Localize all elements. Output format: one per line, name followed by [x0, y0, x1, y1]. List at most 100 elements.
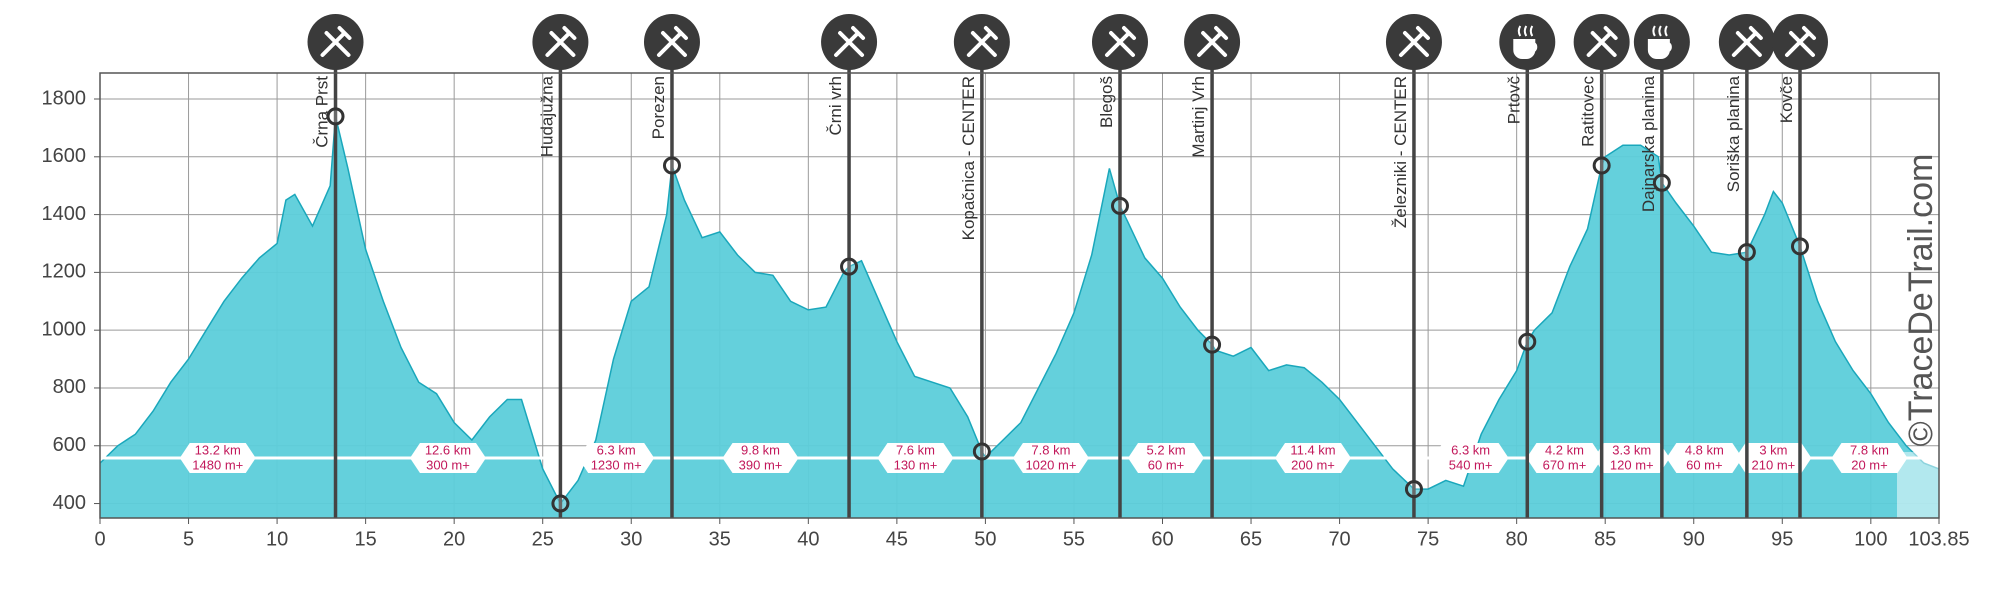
- waypoint-name: Črna Prst: [313, 76, 332, 148]
- segment-distance: 11.4 km: [1290, 442, 1335, 457]
- segment-distance: 7.8 km: [1850, 442, 1889, 457]
- x-tick-label: 20: [443, 528, 465, 550]
- waypoint-marker: [326, 107, 345, 126]
- segment-distance: 9.8 km: [741, 442, 780, 457]
- waypoint-name: Martinj Vrh: [1189, 76, 1208, 158]
- segment-distance: 4.8 km: [1685, 442, 1724, 457]
- waypoint-name: Dajnarska planina: [1639, 75, 1658, 212]
- segment-distance: 3 km: [1759, 442, 1787, 457]
- x-tick-label: 25: [532, 528, 554, 550]
- waypoint-marker: [1203, 335, 1222, 354]
- x-tick-label: 95: [1771, 528, 1793, 550]
- segment-climb: 130 m+: [894, 457, 938, 472]
- waypoint-name: Hudajužna: [537, 75, 556, 157]
- x-tick-label: 50: [974, 528, 996, 550]
- segment-label-box: [1128, 443, 1205, 473]
- waypoint-name: Kopačnica - CENTER: [959, 76, 978, 240]
- segment-climb: 200 m+: [1291, 457, 1335, 472]
- y-tick-label: 1800: [42, 87, 87, 109]
- food-glyph: [1784, 26, 1816, 57]
- y-tick-label: 1000: [42, 318, 87, 340]
- waypoint-name: Blegoš: [1097, 76, 1116, 128]
- x-tick-label: 30: [620, 528, 642, 550]
- segment-distance: 13.2 km: [195, 442, 241, 457]
- segment-climb: 120 m+: [1610, 457, 1654, 472]
- segment-label-box: [179, 443, 256, 473]
- food-glyph: [545, 26, 577, 57]
- x-tick-label: 15: [354, 528, 376, 550]
- segment-distance: 3.3 km: [1612, 442, 1651, 457]
- segment-distance: 6.3 km: [597, 442, 636, 457]
- x-tick-label: 60: [1151, 528, 1173, 550]
- segment-label-box: [578, 443, 655, 473]
- segment-climb: 390 m+: [739, 457, 783, 472]
- waypoint-name: Ratitovec: [1579, 76, 1598, 147]
- waypoint-name: Črni vrh: [826, 76, 845, 136]
- x-tick-label: 0: [94, 528, 105, 550]
- y-tick-label: 1200: [42, 261, 87, 283]
- segment-distance: 7.6 km: [896, 442, 935, 457]
- segment-climb: 1230 m+: [591, 457, 642, 472]
- y-tick-label: 1600: [42, 145, 87, 167]
- segment-label-box: [1275, 443, 1352, 473]
- segment-climb: 210 m+: [1752, 457, 1796, 472]
- waypoint-marker: [662, 156, 681, 175]
- food-glyph: [1731, 26, 1763, 57]
- food-glyph: [1197, 26, 1229, 57]
- waypoint-marker: [1110, 196, 1129, 215]
- waypoint-marker: [1592, 156, 1611, 175]
- segment-climb: 60 m+: [1686, 457, 1723, 472]
- segment-distance: 5.2 km: [1147, 442, 1186, 457]
- segment-label-box: [1831, 443, 1908, 473]
- food-glyph: [1586, 26, 1618, 57]
- y-tick-label: 800: [53, 376, 86, 398]
- x-tick-label: 10: [266, 528, 288, 550]
- segment-distance: 6.3 km: [1451, 442, 1490, 457]
- segment-climb: 540 m+: [1449, 457, 1493, 472]
- food-glyph: [320, 26, 352, 57]
- waypoint-marker: [1404, 480, 1423, 499]
- coffee-glyph: [1513, 39, 1538, 59]
- segment-distance: 4.2 km: [1545, 442, 1584, 457]
- segment-climb: 300 m+: [426, 457, 470, 472]
- x-tick-label: 55: [1063, 528, 1085, 550]
- segment-label-box: [1735, 443, 1812, 473]
- waypoint-name: Soriška planina: [1724, 75, 1743, 192]
- waypoint-marker: [1737, 243, 1756, 262]
- waypoint-name: Kovče: [1777, 76, 1796, 123]
- steam-glyph: [1517, 25, 1534, 37]
- steam-glyph: [1652, 25, 1668, 37]
- y-tick-label: 600: [53, 434, 86, 456]
- watermark: ©TraceDeTrail.com: [1902, 154, 1940, 447]
- food-glyph: [1398, 26, 1430, 57]
- waypoint-name: Porezen: [649, 76, 668, 139]
- elevation-line: [99, 116, 1940, 506]
- x-tick-label: 103.85: [1908, 528, 1969, 550]
- food-glyph: [1104, 26, 1136, 57]
- segment-label-box: [409, 443, 486, 473]
- elevation-area: [100, 116, 1939, 519]
- food-glyph: [834, 26, 866, 57]
- waypoint-marker: [551, 494, 570, 513]
- x-tick-label: 75: [1417, 528, 1439, 550]
- plot-frame: [99, 72, 1940, 519]
- y-tick-label: 400: [53, 492, 86, 514]
- x-tick-label: 40: [797, 528, 819, 550]
- coffee-glyph: [1647, 39, 1672, 59]
- x-tick-label: 45: [886, 528, 908, 550]
- waypoint-marker: [840, 257, 859, 276]
- x-tick-label: 85: [1594, 528, 1616, 550]
- waypoint-marker: [1652, 173, 1671, 192]
- waypoint-marker: [1518, 332, 1537, 351]
- segment-distance: 7.8 km: [1031, 442, 1070, 457]
- x-tick-label: 5: [183, 528, 194, 550]
- segment-label-box: [722, 443, 799, 473]
- x-tick-label: 65: [1240, 528, 1262, 550]
- x-tick-label: 100: [1854, 528, 1887, 550]
- waypoint-marker: [1790, 237, 1809, 256]
- segment-climb: 670 m+: [1543, 457, 1587, 472]
- y-tick-label: 1400: [42, 203, 87, 225]
- food-glyph: [966, 26, 998, 57]
